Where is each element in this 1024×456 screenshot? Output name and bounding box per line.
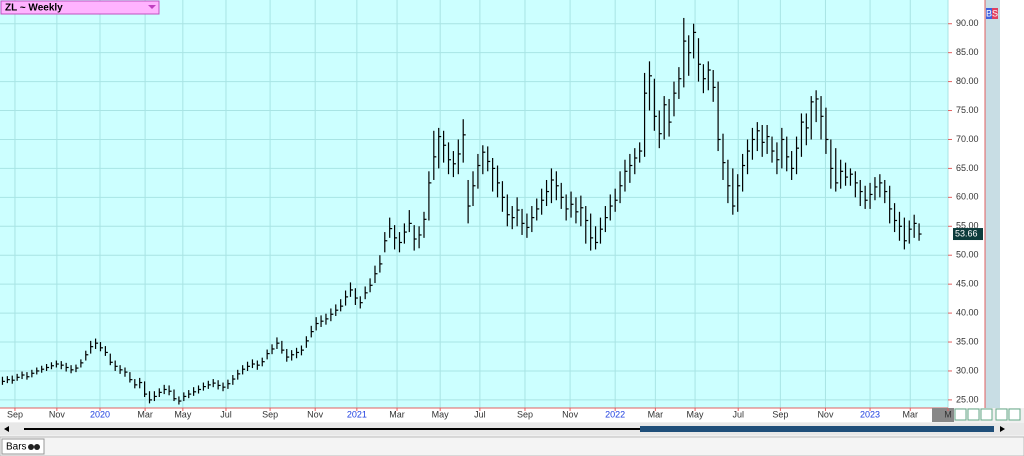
x-tick-label: Sep: [262, 409, 278, 419]
dropdown-arrow[interactable]: [148, 5, 156, 9]
tool-button[interactable]: [1008, 408, 1021, 421]
y-tick-label: 60.00: [956, 192, 979, 202]
right-margin: [1000, 0, 1024, 408]
x-tick-label: Nov: [49, 409, 66, 419]
x-tick-label: 2023: [860, 409, 880, 419]
x-tick-label: Sep: [517, 409, 533, 419]
buy-button[interactable]: [986, 8, 992, 19]
sell-label: S: [992, 8, 998, 18]
tab-icon: [28, 444, 34, 450]
y-tick-label: 25.00: [956, 394, 979, 404]
y-tick-label: 45.00: [956, 279, 979, 289]
x-tick-label: M: [944, 409, 952, 419]
tool-button[interactable]: [954, 408, 967, 421]
x-tick-label: Mar: [137, 409, 153, 419]
scroll-right[interactable]: [1000, 426, 1005, 432]
x-tick-label: Nov: [307, 409, 324, 419]
y-tick-label: 30.00: [956, 365, 979, 375]
x-tick-label: 2022: [605, 409, 625, 419]
x-tick-label: Mar: [903, 409, 919, 419]
x-tick-label: May: [687, 409, 705, 419]
scroll-thumb[interactable]: [640, 426, 994, 432]
y-tick-label: 75.00: [956, 105, 979, 115]
tool-button[interactable]: [995, 408, 1008, 421]
footer-tab[interactable]: [1, 438, 45, 455]
x-tick-label: Jul: [220, 409, 232, 419]
x-tick-label: May: [432, 409, 450, 419]
x-tick-label: Nov: [817, 409, 834, 419]
scroll-left[interactable]: [4, 426, 9, 432]
y-tick-label: 85.00: [956, 47, 979, 57]
y-tick-label: 35.00: [956, 336, 979, 346]
side-strip: [985, 0, 1000, 408]
symbol-box[interactable]: [0, 0, 160, 15]
y-tick-label: 55.00: [956, 221, 979, 231]
last-price-box: [953, 228, 983, 241]
x-tick-label: Jul: [474, 409, 486, 419]
x-tick-label: Mar: [648, 409, 664, 419]
last-price-label: 53.66: [955, 228, 978, 238]
x-tick-label: Mar: [389, 409, 405, 419]
sell-button[interactable]: [992, 8, 998, 19]
tool-button[interactable]: [967, 408, 980, 421]
y-tick-label: 90.00: [956, 18, 979, 28]
x-tick-label: Jul: [732, 409, 744, 419]
buy-label: B: [986, 8, 992, 18]
x-tick-label: Sep: [772, 409, 788, 419]
y-tick-label: 80.00: [956, 76, 979, 86]
price-axis: [948, 0, 985, 408]
tab-icon: [34, 444, 40, 450]
x-tick-label: 2020: [90, 409, 110, 419]
x-tick-label: Sep: [7, 409, 23, 419]
footer-label: Bars: [6, 442, 27, 453]
plot-area: [0, 0, 948, 408]
y-tick-label: 70.00: [956, 134, 979, 144]
x-tick-label: May: [174, 409, 192, 419]
footer: [0, 436, 1024, 456]
x-tick-label: Nov: [562, 409, 579, 419]
y-tick-label: 40.00: [956, 307, 979, 317]
time-axis-end: [932, 408, 954, 422]
symbol-title: ZL ~ Weekly: [5, 3, 63, 14]
x-tick-label: 2021: [347, 409, 367, 419]
y-tick-label: 65.00: [956, 163, 979, 173]
time-axis: [0, 408, 948, 422]
y-tick-label: 50.00: [956, 250, 979, 260]
tool-button[interactable]: [980, 408, 993, 421]
